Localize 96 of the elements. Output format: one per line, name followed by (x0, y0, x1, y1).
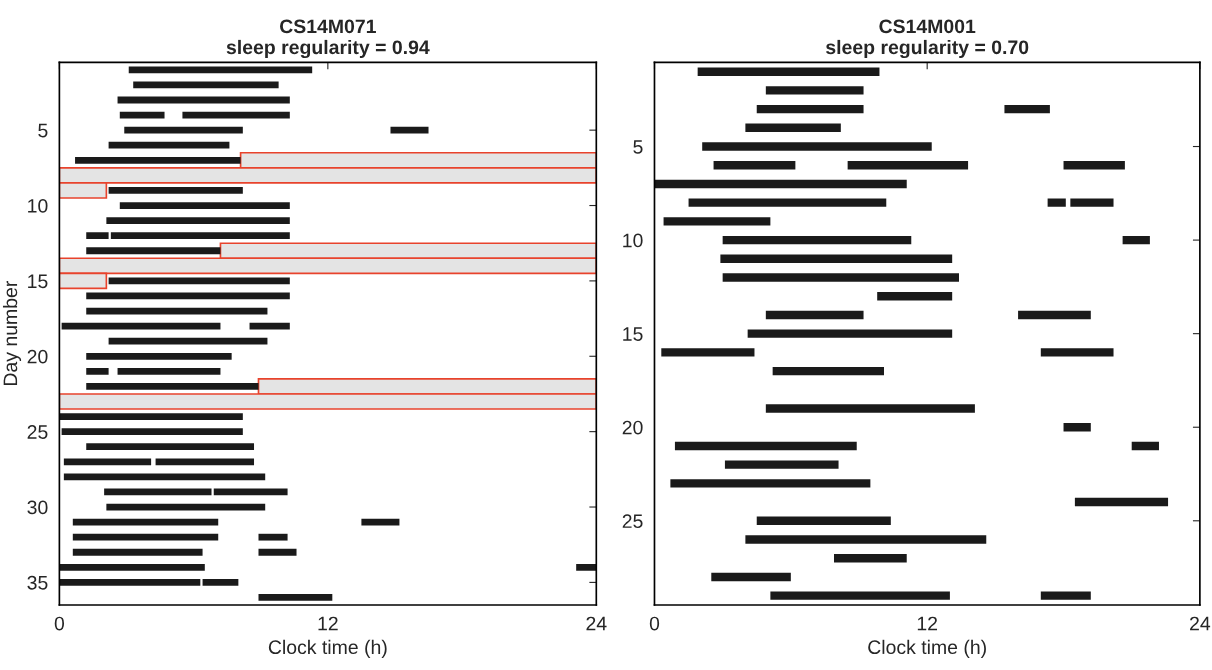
chart-title: CS14M071 (280, 19, 376, 34)
bar (86, 232, 109, 240)
bar (834, 554, 907, 563)
bar (770, 591, 950, 600)
bar (1018, 310, 1091, 320)
bar (720, 254, 953, 264)
y-tick-label: 35 (27, 575, 48, 590)
bar (72, 548, 203, 556)
chart-subtitle: sleep regularity = 0.94 (226, 39, 430, 59)
bar (724, 460, 839, 469)
bar (756, 516, 891, 526)
bar (63, 458, 152, 466)
bar (1040, 348, 1114, 357)
bar (119, 202, 290, 209)
bar (1004, 104, 1050, 114)
bar (258, 548, 297, 556)
bar (258, 533, 288, 541)
bar (108, 337, 268, 345)
y-tick-label: 25 (622, 514, 643, 529)
x-tick-label: 0 (54, 616, 65, 631)
bar (1131, 441, 1159, 451)
x-tick-label: 24 (586, 616, 607, 631)
bar (86, 352, 232, 360)
bar (86, 247, 221, 255)
bar (765, 404, 975, 413)
bar (63, 473, 266, 481)
bar (711, 572, 791, 582)
bar (72, 533, 219, 541)
bar (674, 441, 857, 451)
bar (1063, 423, 1091, 432)
bar (59, 413, 243, 420)
bar (1074, 497, 1169, 507)
bar (772, 366, 884, 376)
bar (1040, 591, 1091, 600)
chart-title: CS14M001 (879, 19, 976, 34)
bar (61, 322, 221, 330)
y-tick-label: 30 (27, 500, 48, 515)
bar (390, 126, 429, 134)
bar (702, 142, 932, 151)
bar (86, 383, 259, 390)
bar (745, 535, 987, 544)
bar (663, 217, 771, 226)
x-tick-label: 12 (917, 616, 938, 631)
bar (688, 198, 887, 207)
y-tick-label: 15 (623, 327, 643, 341)
bar (155, 458, 255, 466)
bar (117, 367, 221, 375)
bar (713, 161, 796, 170)
y-tick-label: 25 (27, 425, 48, 439)
bar (110, 232, 290, 240)
x-axis-title: Clock time (h) (268, 639, 387, 658)
bar (59, 563, 205, 571)
bar (765, 86, 864, 95)
bar (59, 579, 201, 586)
bar (756, 104, 864, 114)
bar (847, 161, 969, 170)
bar (128, 66, 313, 74)
bar (745, 123, 841, 133)
bar (258, 594, 333, 601)
y-tick-label: 10 (28, 198, 48, 213)
bar (106, 217, 290, 224)
bar (1063, 161, 1125, 170)
bar (1122, 235, 1150, 245)
bar (75, 156, 241, 164)
bar (124, 126, 243, 134)
y-tick-label: 15 (28, 274, 48, 289)
y-axis-title: Day number (2, 281, 22, 386)
bar (61, 428, 243, 436)
bar (697, 67, 880, 76)
bar (108, 141, 230, 149)
x-tick-label: 24 (1190, 616, 1211, 631)
bar (576, 563, 597, 571)
y-tick-label: 20 (622, 420, 643, 435)
y-tick-label: 5 (633, 140, 643, 154)
bar (877, 292, 953, 301)
bar (765, 310, 864, 320)
bar (86, 367, 109, 375)
bar (108, 187, 243, 194)
bar (670, 479, 871, 488)
chart-subtitle: sleep regularity = 0.70 (826, 39, 1029, 59)
bar (722, 273, 959, 282)
x-axis-title: Clock time (h) (868, 639, 986, 658)
y-tick-label: 5 (38, 123, 48, 138)
x-tick-label: 0 (649, 616, 660, 631)
bar (202, 579, 239, 586)
bar (86, 443, 255, 451)
bar (1070, 198, 1114, 207)
y-tick-label: 20 (27, 349, 48, 364)
x-tick-label: 12 (318, 616, 338, 631)
bar (722, 235, 912, 245)
bar (654, 179, 907, 189)
bar (747, 329, 953, 338)
bar (661, 348, 755, 357)
bar (1047, 198, 1066, 207)
bar (249, 322, 290, 330)
y-tick-label: 10 (623, 233, 643, 248)
